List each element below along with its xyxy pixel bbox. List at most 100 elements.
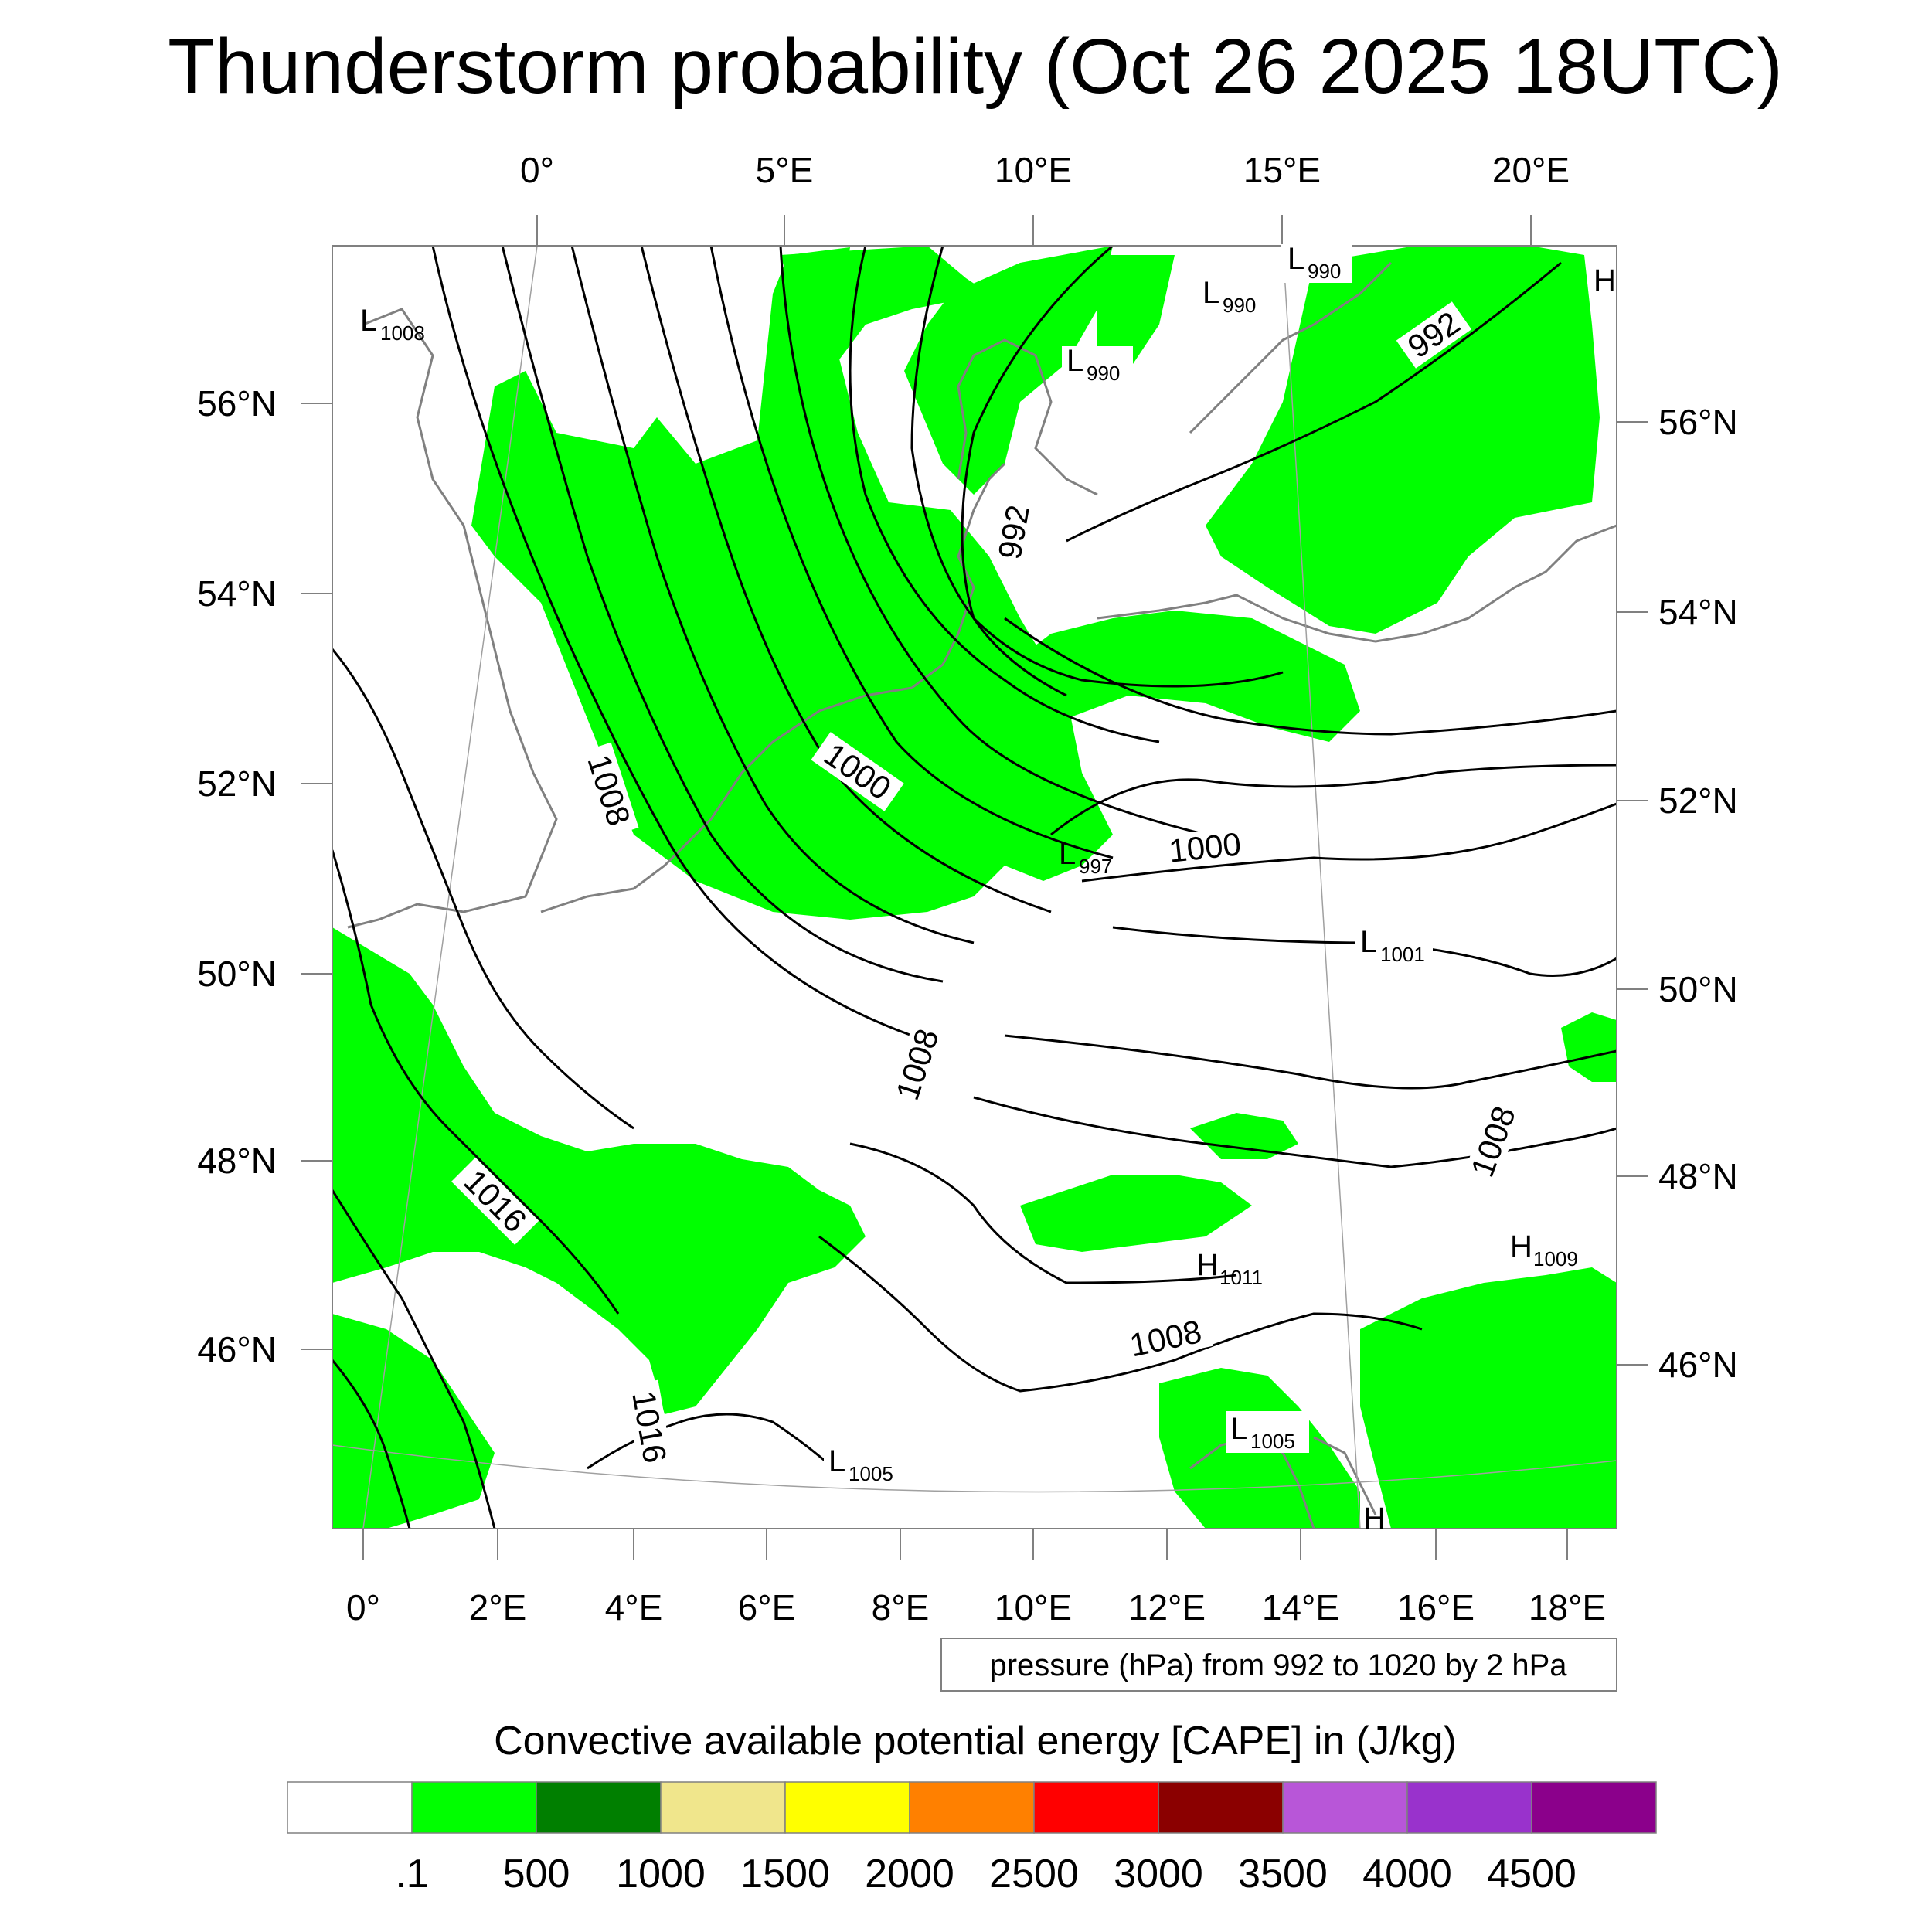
cape-region-sweden [1097, 255, 1175, 371]
top-lon-labels: 0° 5°E 10°E 15°E 20°E [520, 150, 1570, 190]
right-lat-tick: 50°N [1658, 969, 1738, 1009]
left-lat-tick: 48°N [197, 1141, 277, 1181]
contour-info-box: pressure (hPa) from 992 to 1020 by 2 hPa [940, 1638, 1617, 1692]
isobar-line [818, 1235, 1423, 1393]
legend-swatch [411, 1781, 537, 1834]
legend-swatch [1158, 1781, 1284, 1834]
left-lat-tick: 56°N [197, 383, 277, 423]
isobar-line [640, 246, 1052, 913]
right-lat-tick: 46°N [1658, 1345, 1738, 1385]
isobar-line [431, 246, 913, 1037]
svg-text:1008: 1008 [380, 321, 425, 345]
pressure-centers: L 1008 L 990 L 990 L 990 L 997 L 1001 H [360, 242, 1616, 1536]
coastline-benelux [679, 686, 913, 852]
isobar-line [973, 1096, 1617, 1168]
chart-title: Thunderstorm probability (Oct 26 2025 18… [168, 23, 1783, 110]
legend-label: 4000 [1362, 1852, 1452, 1896]
cape-region-central [1020, 1175, 1252, 1252]
left-lat-labels: 56°N 54°N 52°N 50°N 48°N 46°N [197, 383, 277, 1369]
meridian-0 [362, 246, 538, 1529]
legend-label: 2000 [865, 1852, 954, 1896]
top-lon-tick: 15°E [1243, 150, 1321, 190]
top-lon-tick: 20°E [1492, 150, 1570, 190]
contour-info-text: pressure (hPa) from 992 to 1020 by 2 hPa [989, 1648, 1567, 1682]
legend-swatch [1531, 1781, 1657, 1834]
svg-text:1000: 1000 [1167, 825, 1243, 869]
isobar-line [1066, 261, 1562, 543]
cape-region-alps-east [1190, 1113, 1298, 1159]
isobar-line [570, 246, 975, 944]
svg-text:L: L [1059, 837, 1076, 871]
legend-swatch [909, 1781, 1035, 1834]
map-frame [332, 245, 1617, 1529]
cape-region-southwest [332, 927, 866, 1414]
isobar-line [332, 849, 620, 1315]
tick-marks [301, 215, 1648, 1560]
cape-region-north-sea [471, 247, 1113, 920]
info-box-frame [940, 1638, 1617, 1692]
bottom-lon-tick: 16°E [1397, 1587, 1475, 1628]
pressure-center-high: H 1011 [1196, 1248, 1263, 1289]
legend-label: 500 [503, 1852, 570, 1896]
svg-text:1009: 1009 [1533, 1247, 1578, 1270]
cape-region-east-edge [1561, 1012, 1617, 1082]
legend-swatch [287, 1781, 413, 1834]
pressure-center-low: L 997 [1059, 837, 1112, 878]
color-legend [287, 1781, 1657, 1834]
svg-text:L: L [1066, 344, 1083, 378]
right-lat-tick: 56°N [1658, 402, 1738, 442]
isobar-line [1004, 617, 1617, 736]
svg-text:1005: 1005 [849, 1462, 893, 1485]
pressure-center-low: L 990 [1281, 242, 1352, 283]
legend-title: Convective available potential energy [C… [494, 1719, 1457, 1764]
isobar-line [332, 648, 634, 1130]
svg-text:H: H [1510, 1230, 1532, 1264]
svg-text:H: H [1594, 264, 1616, 298]
svg-text:990: 990 [1223, 294, 1256, 317]
isobar-line [1050, 764, 1617, 836]
isobar-line [1004, 1034, 1617, 1090]
pressure-center-high: H [1594, 264, 1616, 298]
isobar-line [709, 246, 1114, 859]
left-lat-tick: 50°N [197, 954, 277, 994]
map-panel [332, 245, 1617, 1529]
bottom-lon-tick: 8°E [872, 1587, 930, 1628]
legend-labels: .1 500 1000 1500 2000 2500 3000 3500 4000 4500 [395, 1852, 1577, 1896]
legend-label: 1500 [740, 1852, 830, 1896]
pressure-center-low: L 990 [1062, 344, 1133, 385]
right-lat-labels: 56°N 54°N 52°N 50°N 48°N 46°N [1658, 402, 1738, 1385]
coastline-germany [911, 462, 1006, 689]
left-lat-tick: 46°N [197, 1329, 277, 1369]
isobar-line [1081, 802, 1617, 883]
svg-text:L: L [1287, 242, 1304, 276]
svg-text:990: 990 [1308, 260, 1341, 283]
legend-swatch [784, 1781, 910, 1834]
svg-text:1011: 1011 [1219, 1266, 1263, 1289]
legend-swatch [1033, 1781, 1159, 1834]
isobar-layer [332, 246, 1617, 1529]
svg-text:L: L [1360, 925, 1377, 959]
top-lon-tick: 0° [520, 150, 554, 190]
left-lat-tick: 54°N [197, 573, 277, 614]
left-lat-tick: 52°N [197, 764, 277, 804]
isobar-line [587, 1413, 852, 1485]
legend-label: 3500 [1238, 1852, 1328, 1896]
top-lon-tick: 10°E [995, 150, 1072, 190]
legend-swatch [660, 1781, 786, 1834]
cape-region-france-lower [332, 1314, 495, 1529]
legend-swatch [536, 1781, 662, 1834]
coastline-sweden [1189, 261, 1393, 434]
isobar-line [501, 246, 944, 983]
legend-label: 1000 [616, 1852, 706, 1896]
parallel-45n [332, 1444, 1617, 1493]
isobar-label: 1000 [1158, 825, 1252, 869]
bottom-lon-tick: 0° [346, 1587, 380, 1628]
isobar-line [332, 1359, 411, 1529]
svg-text:1001: 1001 [1380, 943, 1425, 966]
svg-text:L: L [1230, 1412, 1247, 1446]
cape-fill-layer [332, 246, 1617, 1529]
svg-text:H: H [1363, 1502, 1386, 1536]
pressure-center-high: H 1009 [1510, 1230, 1578, 1270]
svg-text:L: L [360, 304, 377, 338]
right-lat-tick: 48°N [1658, 1156, 1738, 1196]
